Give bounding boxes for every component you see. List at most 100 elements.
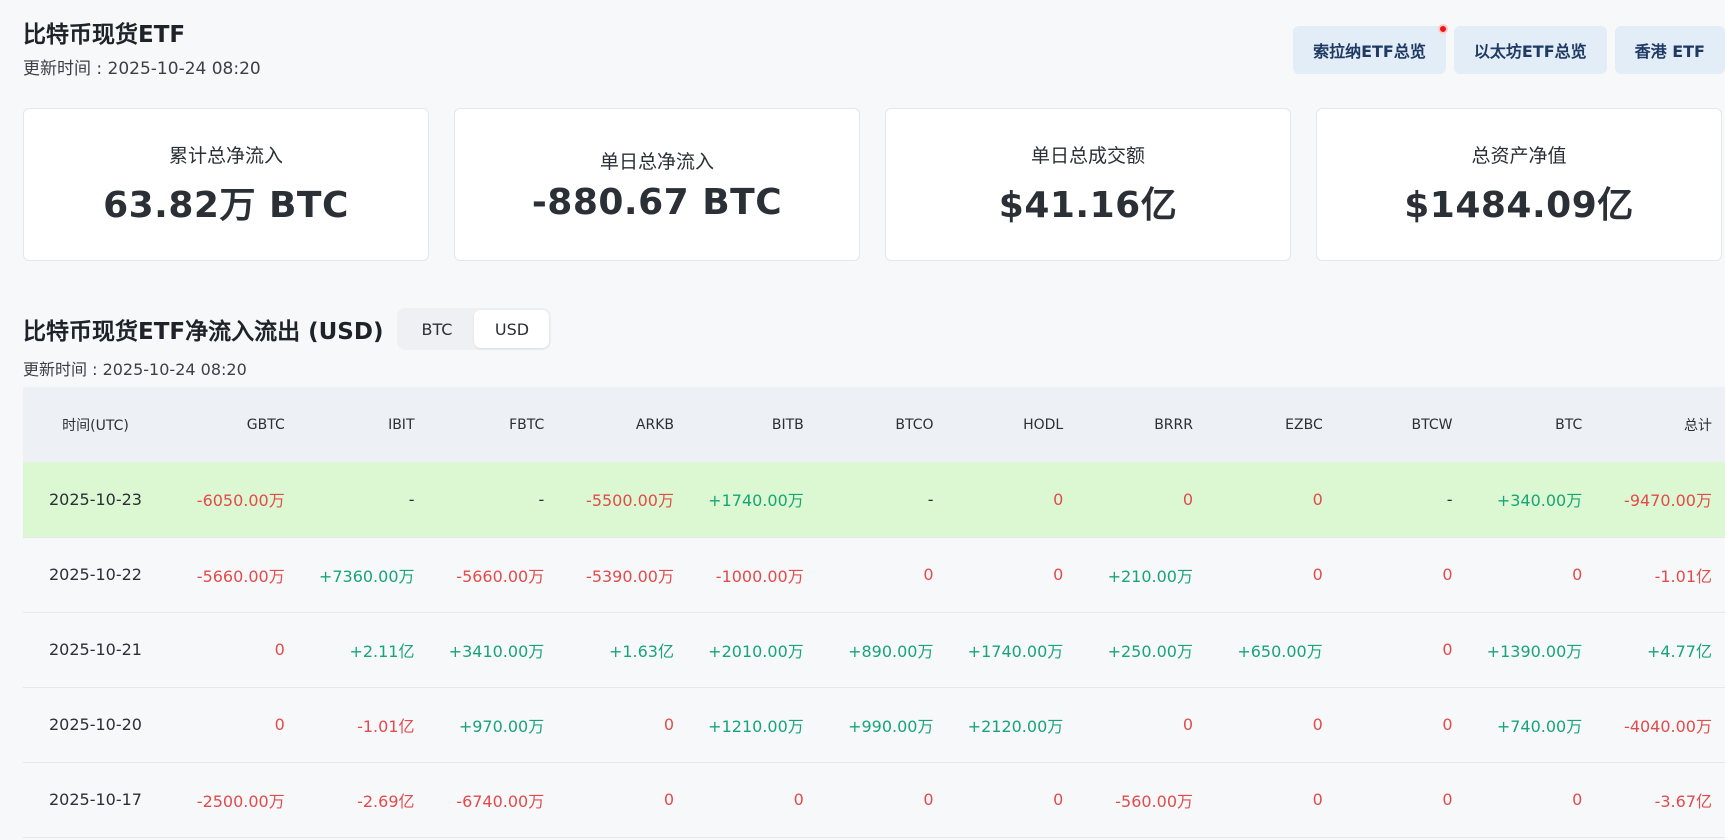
stat-card-label: 单日总净流入 xyxy=(599,150,714,173)
column-header-fbtc: FBTC xyxy=(509,416,545,433)
table-cell-value: -3.67亿 xyxy=(1654,791,1712,811)
solana-etf-overview-button[interactable]: 索拉纳ETF总览 xyxy=(1293,24,1448,74)
table-cell-value: -1000.00万 xyxy=(715,566,804,586)
table-cell-value: 0 xyxy=(1442,640,1453,659)
table-cell-value: 0 xyxy=(1053,565,1064,584)
column-header-btco: BTCO xyxy=(895,416,934,433)
nav-button-label: 索拉纳ETF总览 xyxy=(1313,42,1426,61)
table-cell-value: 0 xyxy=(1182,715,1193,734)
table-cell-value: 0 xyxy=(1442,790,1453,809)
table-cell-date: 2025-10-17 xyxy=(49,790,142,809)
table-cell-value: - xyxy=(927,489,934,509)
table-row[interactable]: 2025-10-21 0 +2.11亿 +3410.00万 +1.63亿 +2010.00… xyxy=(23,612,1725,687)
table-cell-value: +7360.00万 xyxy=(318,566,415,586)
table-cell-value: 0 xyxy=(274,640,285,659)
stat-card-label: 总资产净值 xyxy=(1471,145,1567,167)
table-cell-value: +890.00万 xyxy=(848,641,934,661)
table-cell-value: 0 xyxy=(793,790,804,809)
table-cell-value: 0 xyxy=(1312,790,1323,809)
table-cell-value: +1740.00万 xyxy=(708,491,804,511)
stat-card-cumulative-inflow: 累计总净流入 63.82万 BTC xyxy=(23,108,429,261)
table-cell-value: +250.00万 xyxy=(1107,641,1193,661)
table-cell-value: +1740.00万 xyxy=(967,641,1064,661)
table-cell-value: -6050.00万 xyxy=(196,491,285,511)
table-cell-value: +650.00万 xyxy=(1237,641,1323,661)
table-cell-value: -1.01亿 xyxy=(1654,566,1712,586)
table-cell-date: 2025-10-20 xyxy=(49,715,142,734)
table-cell-date: 2025-10-21 xyxy=(49,640,142,659)
table-cell-value: -2.69亿 xyxy=(357,791,415,811)
page-title: 比特币现货ETF xyxy=(23,22,186,48)
table-cell-value: +990.00万 xyxy=(848,716,934,736)
table-cell-value: - xyxy=(1446,489,1453,509)
table-cell-date: 2025-10-22 xyxy=(49,565,142,584)
table-body: 2025-10-23 -6050.00万 - - -5500.00万 +1740.00万 -… xyxy=(23,462,1725,837)
table-row[interactable]: 2025-10-22 -5660.00万 +7360.00万 -5660.00万 -53… xyxy=(23,537,1725,612)
table-cell-value: 0 xyxy=(1182,489,1193,509)
table-cell-value: 0 xyxy=(1312,489,1323,509)
table-cell-value: -1.01亿 xyxy=(357,716,415,736)
table-cell-value: 0 xyxy=(1572,790,1583,809)
update-time: 更新时间 : 2025-10-24 08:20 xyxy=(23,59,261,79)
table-cell-value: 0 xyxy=(1053,790,1064,809)
toggle-usd-button[interactable]: USD xyxy=(474,310,550,348)
page-header: 比特币现货ETF 更新时间 : 2025-10-24 08:20 xyxy=(23,20,261,79)
unit-toggle: BTC USD xyxy=(397,308,552,350)
table-cell-value: +210.00万 xyxy=(1107,566,1193,586)
column-header-arkb: ARKB xyxy=(635,416,674,433)
table-header-row: 时间(UTC) GBTC IBIT FBTC ARKB BITB BTCO HODL BRRR E… xyxy=(23,387,1725,462)
table-cell-date: 2025-10-23 xyxy=(49,489,142,509)
table-cell-value: +2010.00万 xyxy=(708,641,804,661)
column-header-ibit: IBIT xyxy=(388,416,415,433)
table-cell-value: - xyxy=(408,489,415,509)
stat-card-value: -880.67 BTC xyxy=(531,181,783,223)
table-cell-value: +740.00万 xyxy=(1496,716,1583,736)
table-cell-value: - xyxy=(538,489,545,509)
column-header-brrr: BRRR xyxy=(1154,416,1193,433)
table-cell-value: +3410.00万 xyxy=(448,641,545,661)
table-cell-value: 0 xyxy=(923,790,934,809)
table-cell-value: +1210.00万 xyxy=(708,716,804,736)
table-cell-value: 0 xyxy=(1312,715,1323,734)
stat-card-value: 63.82万 BTC xyxy=(103,185,349,226)
toggle-btc-button[interactable]: BTC xyxy=(399,310,474,348)
stat-card-label: 累计总净流入 xyxy=(168,145,283,167)
table-cell-value: 0 xyxy=(1572,565,1583,584)
table-cell-value: -6740.00万 xyxy=(456,791,545,811)
table-cell-value: -4040.00万 xyxy=(1624,716,1712,736)
table-row[interactable]: 2025-10-23 -6050.00万 - - -5500.00万 +1740.00万 -… xyxy=(23,462,1725,537)
table-cell-value: -5660.00万 xyxy=(196,566,285,586)
table-cell-value: 0 xyxy=(274,715,285,734)
stat-cards: 累计总净流入 63.82万 BTC 单日总净流入 -880.67 BTC 单日总… xyxy=(23,108,1722,261)
table-cell-value: -5390.00万 xyxy=(586,566,674,586)
column-header-ezbc: EZBC xyxy=(1285,416,1323,433)
column-header-gbtc: GBTC xyxy=(246,416,285,433)
column-header-hodl: HODL xyxy=(1023,416,1064,433)
stat-card-label: 单日总成交额 xyxy=(1030,145,1145,167)
column-header-date: 时间(UTC) xyxy=(62,417,129,434)
hongkong-etf-button[interactable]: 香港 ETF xyxy=(1614,26,1725,74)
table-cell-value: +1390.00万 xyxy=(1486,641,1583,661)
section-update-time: 更新时间 : 2025-10-24 08:20 xyxy=(23,360,247,379)
table-row[interactable]: 2025-10-20 0 -1.01亿 +970.00万 0 +1210.00万 +990.… xyxy=(23,687,1725,762)
stat-card-daily-inflow: 单日总净流入 -880.67 BTC xyxy=(454,108,860,261)
table-cell-value: -560.00万 xyxy=(1115,791,1193,811)
table-cell-value: 0 xyxy=(663,715,674,734)
column-header-total: 总计 xyxy=(1684,417,1712,434)
table-cell-value: -9470.00万 xyxy=(1624,491,1712,511)
nav-button-label: 以太坊ETF总览 xyxy=(1473,42,1587,61)
table-cell-value: 0 xyxy=(1312,565,1323,584)
top-nav: 索拉纳ETF总览 以太坊ETF总览 香港 ETF xyxy=(1293,24,1725,74)
nav-button-label: 香港 ETF xyxy=(1634,42,1705,61)
notification-dot-icon xyxy=(1437,24,1448,34)
table-row[interactable]: 2025-10-17 -2500.00万 -2.69亿 -6740.00万 0 0 0 0 -5… xyxy=(23,762,1725,837)
ethereum-etf-overview-button[interactable]: 以太坊ETF总览 xyxy=(1453,26,1607,74)
table-cell-value: 0 xyxy=(1442,715,1453,734)
table-cell-value: +2.11亿 xyxy=(349,641,415,661)
table-cell-value: +340.00万 xyxy=(1496,491,1583,511)
stat-card-value: $41.16亿 xyxy=(998,185,1178,226)
stat-card-value: $1484.09亿 xyxy=(1404,185,1634,226)
table-cell-value: 0 xyxy=(923,565,934,584)
table-cell-value: 0 xyxy=(1053,489,1064,509)
